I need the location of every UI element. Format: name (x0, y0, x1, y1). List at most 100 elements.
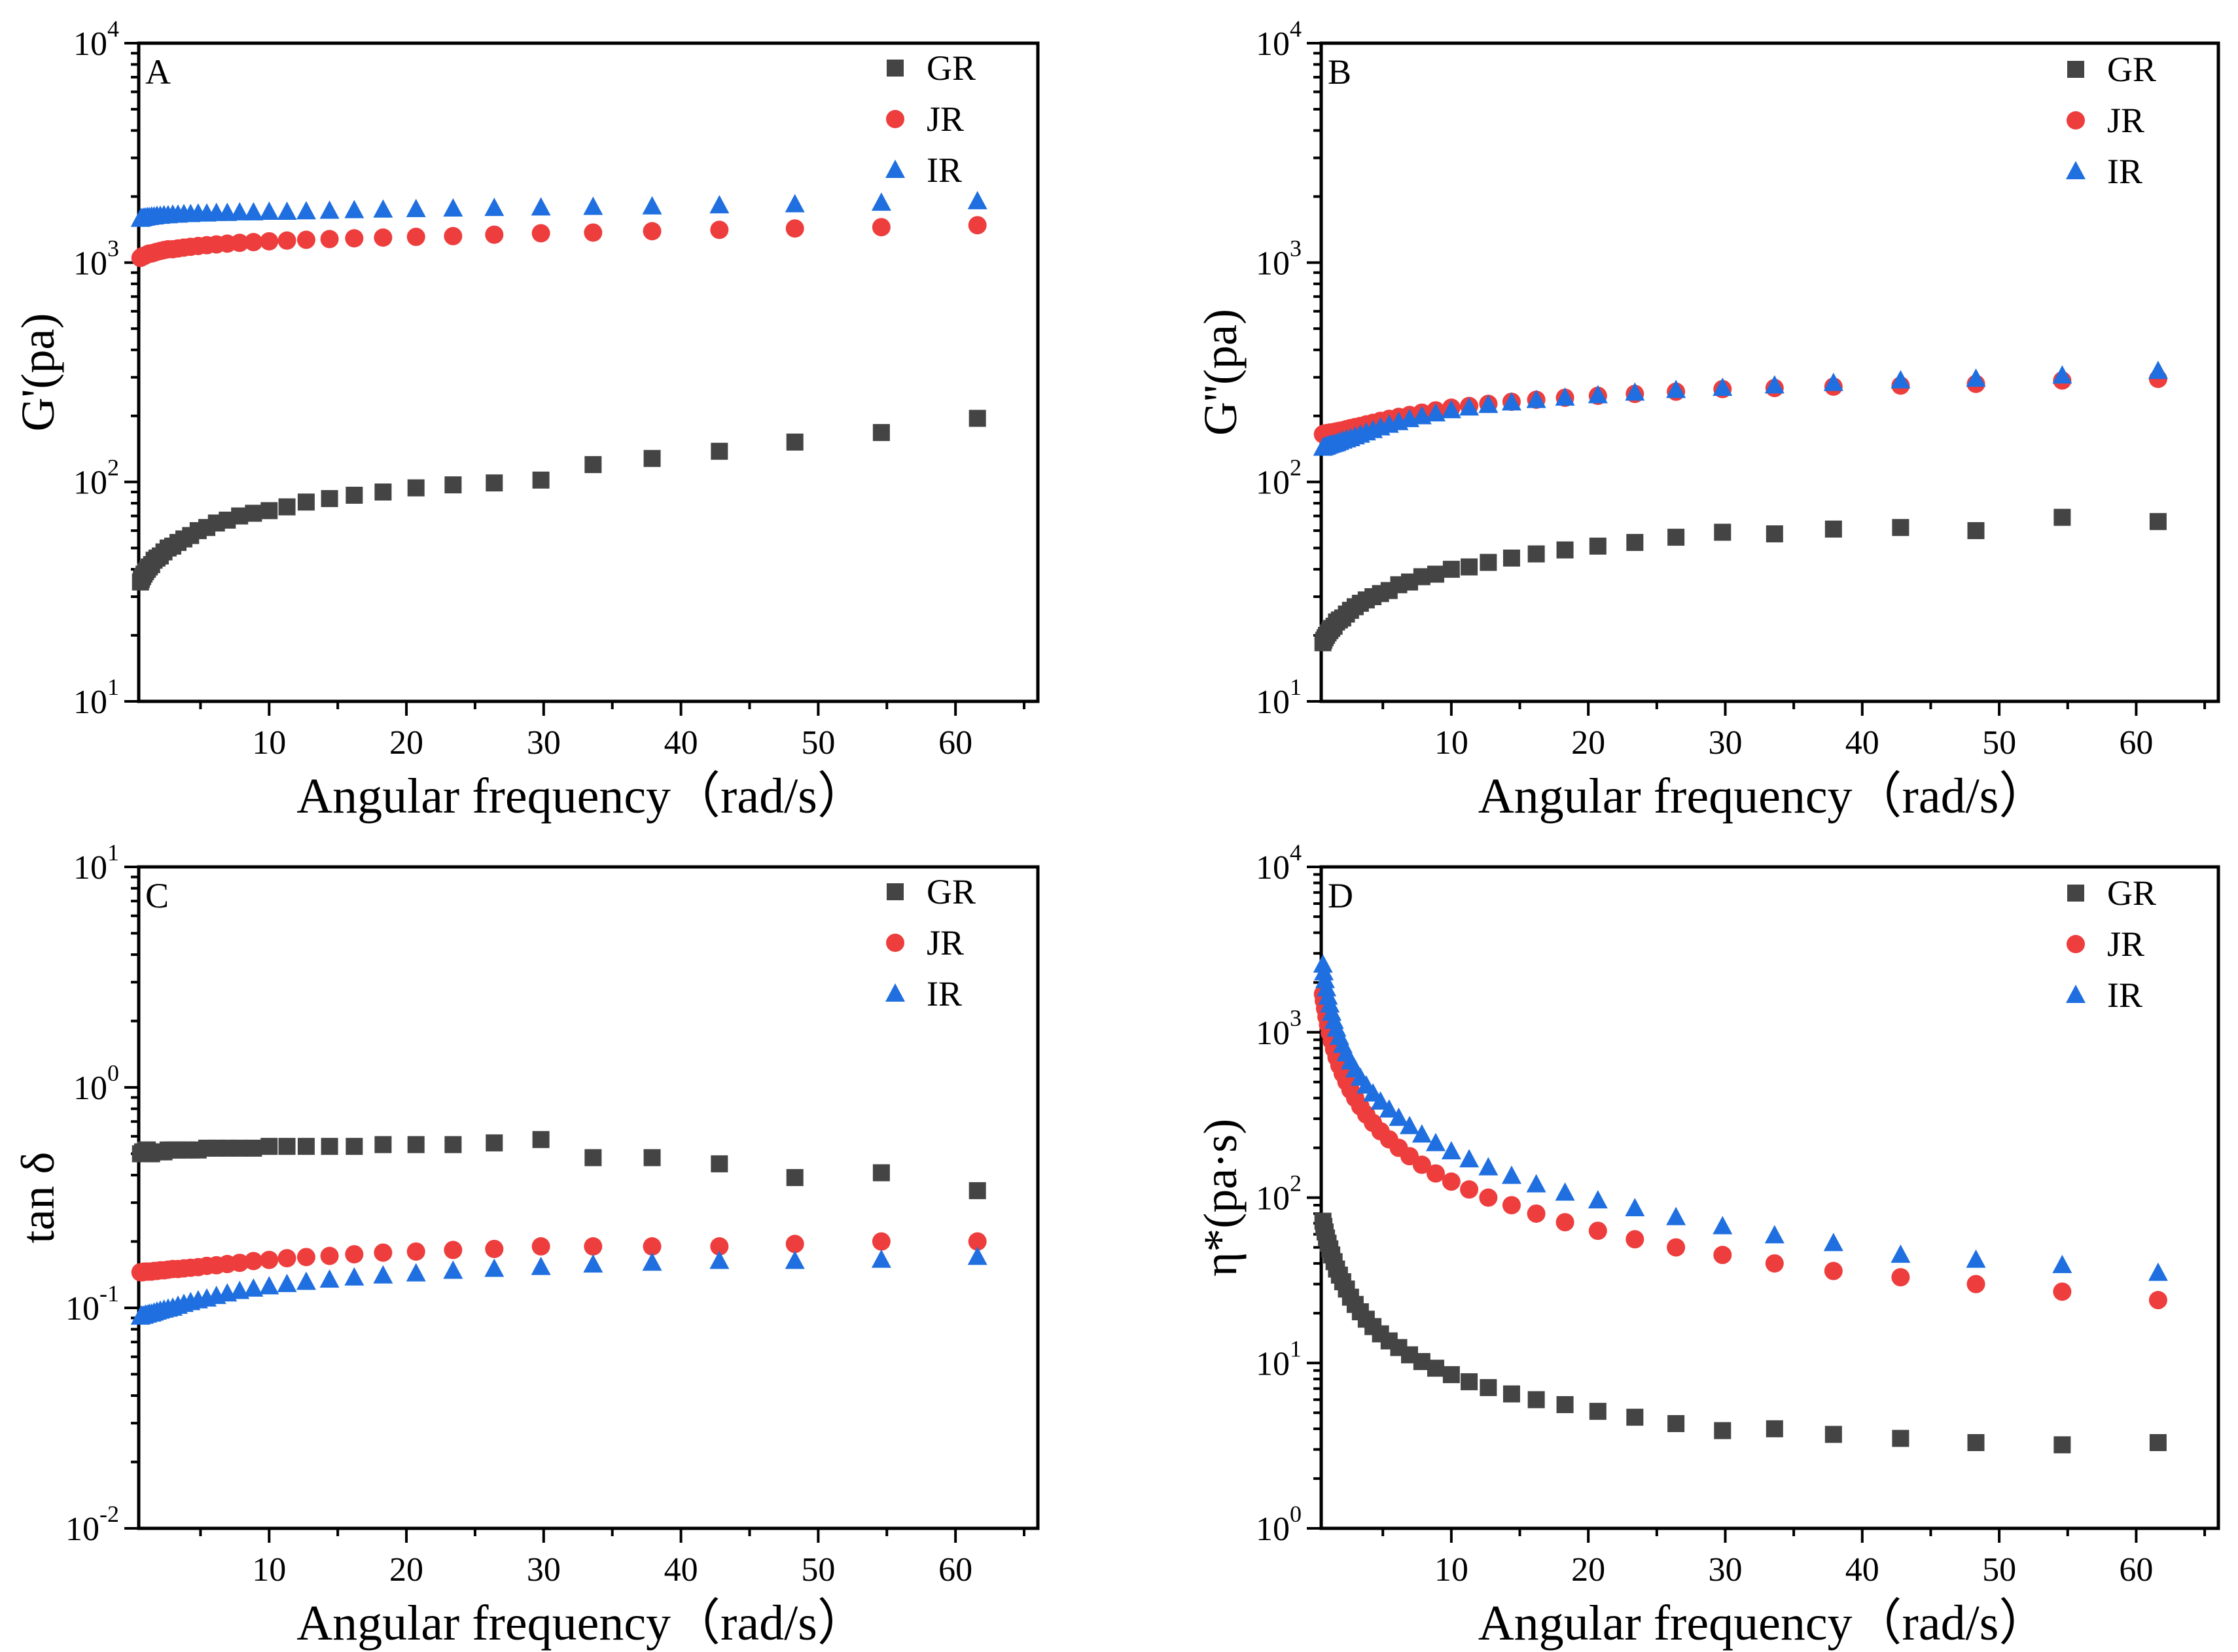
data-point-GR (584, 1149, 602, 1167)
data-point-GR (1442, 561, 1460, 578)
data-point-JR (131, 249, 150, 268)
y-tick-label: 100 (1256, 1501, 1302, 1548)
data-point-IR (484, 1258, 505, 1277)
data-point-GR (1892, 1430, 1909, 1447)
legend-marker-JR (2067, 111, 2085, 130)
data-point-JR (785, 1235, 804, 1254)
data-point-IR (277, 202, 297, 220)
data-point-GR (486, 1134, 503, 1151)
tick-exponent: 0 (1290, 1501, 1302, 1527)
data-point-JR (643, 1237, 662, 1256)
data-point-JR (485, 1239, 504, 1258)
data-point-IR (871, 192, 891, 211)
data-point-GR (1480, 1379, 1497, 1396)
legend-marker-IR (2066, 985, 2086, 1003)
data-point-GR (1527, 545, 1545, 563)
data-point-JR (1527, 1204, 1546, 1223)
data-point-JR (244, 1252, 263, 1271)
x-tick-label: 50 (1982, 1551, 2016, 1589)
legend-label-GR: GR (927, 48, 976, 88)
data-point-JR (244, 233, 263, 252)
data-point-JR (1713, 1246, 1732, 1265)
x-tick-label: 10 (252, 724, 286, 762)
data-point-JR (1824, 1261, 1843, 1280)
data-point-GR (2053, 1436, 2071, 1454)
x-tick-label: 60 (938, 1551, 972, 1589)
data-point-IR (1400, 408, 1420, 427)
series-GR (1314, 508, 2167, 652)
x-tick-label: 20 (389, 724, 423, 762)
data-point-JR (1765, 1254, 1784, 1273)
data-point-IR (1441, 1141, 1461, 1160)
data-point-IR (967, 190, 987, 209)
data-point-GR (407, 1136, 425, 1153)
data-point-GR (786, 1169, 804, 1186)
data-point-IR (1313, 437, 1333, 456)
data-point-GR (2149, 513, 2167, 531)
data-point-IR (1459, 397, 1480, 416)
y-tick-label: 101 (1256, 674, 1302, 721)
data-point-IR (2052, 365, 2072, 384)
data-point-IR (277, 1273, 297, 1292)
x-tick-label: 40 (664, 1551, 698, 1589)
x-tick-label: 20 (389, 1551, 423, 1589)
tick-exponent: 1 (107, 839, 119, 866)
data-point-GR (1461, 1373, 1478, 1390)
data-point-GR (711, 442, 728, 460)
x-tick-label: 60 (2119, 1551, 2153, 1589)
legend-label-GR: GR (2107, 50, 2156, 89)
data-point-GR (297, 493, 315, 511)
data-point-GR (321, 1138, 338, 1155)
x-tick-label: 10 (1434, 1551, 1468, 1589)
data-point-IR (443, 198, 463, 217)
y-tick-label: 103 (1256, 235, 1302, 282)
data-point-IR (1501, 1165, 1521, 1184)
data-point-GR (1314, 1212, 1332, 1230)
data-point-IR (1588, 385, 1608, 404)
data-point-IR (406, 1263, 426, 1282)
tick-base: 10 (65, 1290, 99, 1327)
data-point-GR (1667, 1415, 1685, 1432)
data-point-JR (1966, 1274, 1985, 1293)
data-point-IR (1441, 400, 1461, 419)
data-point-IR (319, 1269, 340, 1288)
panel-letter: C (145, 876, 169, 915)
data-point-JR (1555, 1213, 1574, 1232)
panel-letter: D (1328, 876, 1353, 915)
data-point-JR (968, 216, 987, 235)
data-point-IR (1459, 1149, 1480, 1168)
data-point-IR (531, 197, 551, 216)
data-point-JR (1625, 1230, 1644, 1249)
data-point-JR (1667, 1238, 1686, 1257)
x-tick-label: 10 (252, 1551, 286, 1589)
tick-exponent: 1 (107, 674, 119, 700)
data-point-GR (1502, 549, 1520, 567)
data-point-JR (643, 222, 662, 241)
data-point-JR (444, 1240, 463, 1259)
x-tick-label: 50 (801, 1551, 835, 1589)
tick-base: 10 (73, 26, 107, 63)
data-point-GR (1502, 1385, 1520, 1403)
y-tick-label: 104 (1256, 839, 1302, 887)
series-IR (1313, 360, 2168, 456)
data-point-IR (1526, 389, 1546, 408)
x-tick-label: 20 (1571, 724, 1605, 762)
data-point-JR (277, 231, 296, 250)
data-point-IR (344, 200, 364, 219)
data-point-JR (444, 226, 463, 245)
data-point-GR (1824, 520, 1842, 538)
y-axis-title: tan δ (12, 1152, 64, 1244)
tick-base: 10 (73, 849, 107, 887)
data-point-GR (643, 1149, 661, 1167)
data-point-IR (259, 202, 279, 220)
data-point-IR (443, 1260, 463, 1279)
data-point-IR (406, 198, 426, 217)
data-point-GR (1589, 1403, 1607, 1420)
data-point-GR (132, 1145, 149, 1163)
legend-label-GR: GR (927, 872, 976, 911)
data-point-IR (642, 1252, 662, 1271)
data-point-JR (785, 219, 804, 238)
data-point-IR (1966, 368, 1986, 387)
y-tick-label: 104 (73, 16, 119, 63)
